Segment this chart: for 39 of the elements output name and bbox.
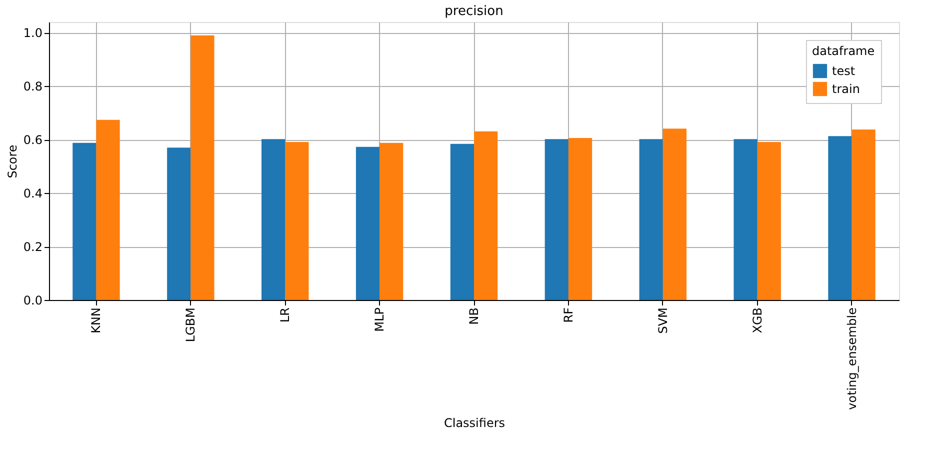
bar [72,142,96,300]
x-tick-label: XGB [750,308,764,334]
bar [356,146,380,300]
x-tick-label: RF [561,307,576,323]
x-tick-label: voting_ensemble [844,308,859,410]
bar [568,138,592,300]
x-tick-label: MLP [372,308,387,332]
bar [262,139,286,300]
y-tick-label: 0.2 [23,240,42,254]
legend-label: test [832,64,856,78]
y-tick-label: 0.4 [23,186,42,201]
x-tick-label: KNN [89,308,104,334]
x-axis-title: Classifiers [444,416,506,430]
x-tick-label: NB [467,308,481,325]
legend-title: dataframe [812,44,875,58]
y-axis-title: Score [5,144,20,178]
bar [96,120,120,300]
bar [544,139,568,300]
x-tick-label: LGBM [184,308,198,342]
bar [852,129,876,300]
bar [380,142,404,300]
bar [757,142,781,300]
bar [190,35,214,300]
bar [167,148,191,300]
chart-title: precision [444,4,504,19]
y-tick-label: 0.6 [23,133,42,148]
bar [639,139,663,300]
bar [450,144,474,300]
bar [662,128,686,300]
x-tick-label: LR [278,308,292,323]
bar [474,131,498,300]
bar [285,142,309,300]
y-tick-label: 0.8 [23,80,42,94]
y-tick-label: 0.0 [23,294,42,308]
bar [734,139,758,300]
legend-label: train [832,82,860,96]
bar [828,136,852,300]
x-tick-label: SVM [656,308,670,334]
y-tick-label: 1.0 [23,26,42,40]
